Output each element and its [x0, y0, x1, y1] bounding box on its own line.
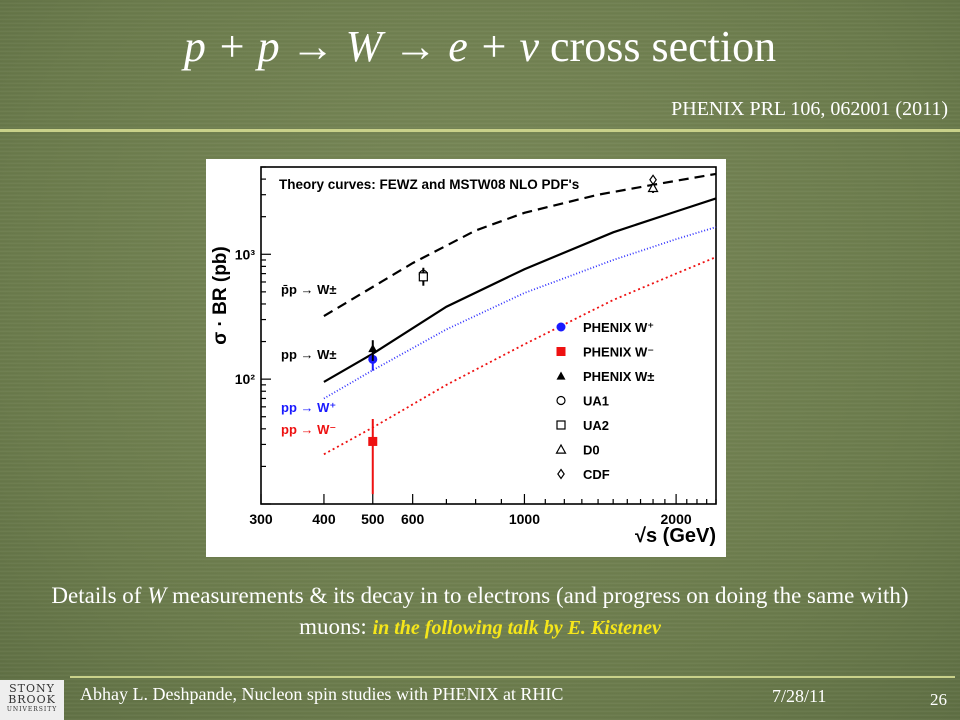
- caption-highlight: in the following talk by E. Kistenev: [372, 617, 661, 639]
- caption-text-2: measurements & its decay in to electrons…: [166, 583, 909, 639]
- marker-triangle-filled: [368, 343, 378, 353]
- x-tick-label: 300: [249, 511, 273, 527]
- x-tick-label: 600: [401, 511, 425, 527]
- series-curve-3: [323, 226, 717, 400]
- y-tick-label: 10³: [235, 246, 256, 262]
- legend-label: PHENIX W⁺: [583, 320, 654, 335]
- marker-square-open: [418, 272, 428, 282]
- marker-circle-filled: [556, 322, 566, 332]
- marker-triangle-filled: [556, 371, 566, 380]
- legend-label: PHENIX W⁻: [583, 345, 654, 360]
- legend-label: CDF: [583, 467, 610, 482]
- y-axis-label: σ · BR (pb): [210, 246, 231, 344]
- x-axis-label: √s (GeV): [635, 525, 716, 547]
- x-tick-label: 500: [361, 511, 385, 527]
- title-arrow-2: →: [382, 22, 449, 71]
- y-tick-label: 10²: [235, 371, 256, 387]
- title-arrow-1: →: [279, 22, 346, 71]
- title-part-cross-section: cross section: [539, 22, 777, 71]
- x-tick-label: 1000: [509, 511, 540, 527]
- legend-label: D0: [583, 443, 600, 458]
- logo-line-3: UNIVERSITY: [6, 706, 58, 713]
- logo-line-1: STONY: [9, 682, 55, 695]
- x-tick-label: 400: [312, 511, 336, 527]
- marker-square-filled: [556, 347, 566, 356]
- legend-label: PHENIX W±: [583, 369, 654, 384]
- marker-diamond-open: [557, 468, 565, 480]
- curve-label: pp → W⁻: [281, 422, 336, 437]
- series-curve-4: [323, 256, 717, 456]
- cross-section-chart: 300 400 500 600 1000 2000 10² 10³ √s (GeV) σ · BR…: [210, 166, 717, 547]
- footer-author: Abhay L. Deshpande, Nucleon spin studies…: [80, 684, 564, 704]
- marker-diamond-open: [649, 174, 657, 186]
- curve-label: p̄p → W±: [281, 282, 337, 297]
- marker-square-filled: [368, 436, 378, 446]
- slide-caption: Details of W measurements & its decay in…: [20, 580, 940, 644]
- citation: PHENIX PRL 106, 062001 (2011): [671, 98, 948, 120]
- plot-frame: [260, 166, 717, 505]
- marker-square-open: [556, 420, 566, 430]
- series-curve-2: [323, 197, 717, 383]
- title-part-pp: p + p: [183, 22, 280, 71]
- title-divider: [0, 129, 960, 132]
- footer-divider: [70, 676, 955, 678]
- legend-label: UA2: [583, 418, 609, 433]
- marker-triangle-open: [647, 182, 659, 193]
- curve-label: pp → W±: [281, 347, 337, 362]
- slide-title: p + p → W → e + ν cross section: [0, 20, 960, 74]
- title-part-enu: e + ν: [448, 22, 540, 71]
- logo-line-2: BROOK: [8, 693, 56, 706]
- cross-section-figure: 300 400 500 600 1000 2000 10² 10³ √s (GeV) σ · BR…: [206, 159, 726, 557]
- chart-title: Theory curves: FEWZ and MSTW08 NLO PDF's: [279, 177, 579, 192]
- marker-circle-open: [556, 395, 566, 406]
- caption-w: W: [147, 583, 167, 608]
- page-number: 26: [930, 690, 947, 709]
- series-curve-1: [323, 172, 717, 318]
- stony-brook-logo: STONY BROOK UNIVERSITY: [0, 680, 64, 720]
- curve-label: pp → W⁺: [281, 400, 336, 415]
- caption-text-1: Details of: [51, 583, 148, 608]
- legend-label: UA1: [583, 394, 609, 409]
- marker-triangle-open: [555, 443, 567, 454]
- x-tick-label: 2000: [661, 511, 692, 527]
- title-part-w: W: [345, 22, 383, 71]
- footer-date: 7/28/11: [772, 686, 827, 706]
